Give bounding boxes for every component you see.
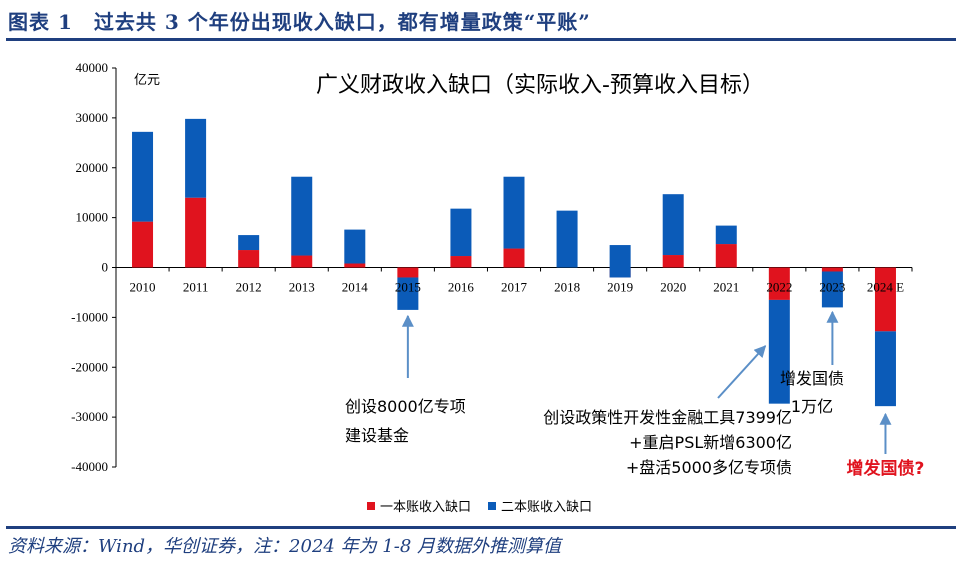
- x-tick-label: 2019: [607, 280, 633, 295]
- bar-series2-2018: [556, 210, 578, 268]
- bar-series2-2019: [609, 245, 631, 278]
- bar-series2-2022: [768, 299, 790, 404]
- x-tick-label: 2024 E: [867, 280, 904, 295]
- y-tick-label: 10000: [76, 210, 109, 225]
- legend-swatch-series2: [488, 502, 496, 510]
- bar-chart: 40000 30000 20000 10000 0 -10000 -20000 -30000 -…: [71, 60, 925, 515]
- x-tick-label: 2010: [130, 280, 156, 295]
- chart-title: 广义财政收入缺口（实际收入-预算收入目标）: [316, 73, 764, 98]
- top-rule: [6, 38, 956, 41]
- bar-series1-2017: [503, 248, 525, 268]
- bar-series1-2021: [715, 244, 737, 268]
- bar-series2-2010: [132, 131, 154, 222]
- bar-series1-2023: [821, 267, 843, 272]
- y-tick-label: 30000: [76, 110, 109, 125]
- bar-series2-2014: [344, 229, 366, 264]
- bottom-rule: [6, 526, 956, 529]
- figure-title: 图表 1 过去共 3 个年份出现收入缺口，都有增量政策“平账”: [8, 10, 591, 34]
- bar-series2-2017: [503, 176, 525, 249]
- x-tick-label: 2023: [819, 280, 845, 295]
- annotation-2023-text: 增发国债: [780, 369, 844, 388]
- bar-series1-2024 E: [874, 267, 896, 332]
- labels-layer: 40000 30000 20000 10000 0 -10000 -20000 -30000 -…: [71, 60, 904, 474]
- bar-series2-2023: [821, 271, 843, 308]
- bar-series1-2020: [662, 255, 684, 268]
- bar-series2-2021: [715, 225, 737, 245]
- bar-series2-2011: [185, 118, 207, 198]
- x-tick-label: 2011: [183, 280, 209, 295]
- x-tick-label: 2015: [395, 280, 421, 295]
- legend-swatch-series1: [367, 502, 375, 510]
- bar-series2-2013: [291, 176, 313, 256]
- x-tick-label: 2013: [289, 280, 315, 295]
- arrow-2022: [717, 345, 767, 399]
- x-tick-label: 2022: [766, 280, 792, 295]
- legend-label-series1: 一本账收入缺口: [380, 500, 471, 515]
- y-tick-label: -10000: [71, 309, 108, 324]
- bar-series1-2011: [185, 197, 207, 268]
- source-note: 资料来源：Wind，华创证券，注：2024 年为 1-8 月数据外推测算值: [8, 536, 562, 557]
- bar-series1-2012: [238, 250, 260, 268]
- bar-series2-2016: [450, 208, 472, 257]
- unit-label: 亿元: [134, 73, 160, 88]
- x-tick-label: 2020: [660, 280, 686, 295]
- y-tick-label: 0: [102, 260, 109, 275]
- legend-label-series2: 二本账收入缺口: [501, 500, 592, 515]
- x-tick-label: 2021: [713, 280, 739, 295]
- x-tick-label: 2012: [236, 280, 262, 295]
- bar-series2-2024 E: [874, 331, 896, 407]
- annotation-2024-text: 增发国债?: [847, 458, 925, 479]
- bar-series1-2014: [344, 263, 366, 268]
- bar-series2-2020: [662, 194, 684, 256]
- bar-series2-2012: [238, 235, 260, 251]
- bar-series2-2015: [397, 277, 419, 310]
- y-tick-label: -20000: [71, 359, 108, 374]
- bar-series1-2022: [768, 267, 790, 300]
- x-tick-label: 2018: [554, 280, 580, 295]
- bar-series1-2015: [397, 267, 419, 278]
- y-tick-label: 40000: [76, 60, 109, 75]
- y-tick-label: -30000: [71, 409, 108, 424]
- bar-series1-2013: [291, 255, 313, 268]
- x-tick-label: 2014: [342, 280, 369, 295]
- y-tick-label: 20000: [76, 160, 109, 175]
- y-tick-label: -40000: [71, 459, 108, 474]
- x-tick-label: 2016: [448, 280, 475, 295]
- legend: 一本账收入缺口 二本账收入缺口: [367, 500, 592, 515]
- annotation-2022-text: +重启PSL新增6300亿: [629, 433, 792, 452]
- annotation-2022-text: 创设政策性开发性金融工具7399亿: [543, 408, 792, 427]
- annotation-2022-text: +盘活5000多亿专项债: [626, 458, 792, 477]
- bar-series1-2016: [450, 256, 472, 268]
- annotation-2015-text: 建设基金: [345, 426, 409, 445]
- bars-layer: [132, 118, 896, 407]
- bar-series1-2010: [132, 221, 154, 268]
- annotation-2023-text: 1万亿: [791, 397, 833, 416]
- annotation-2015-text: 创设8000亿专项: [345, 397, 466, 416]
- x-tick-label: 2017: [501, 280, 528, 295]
